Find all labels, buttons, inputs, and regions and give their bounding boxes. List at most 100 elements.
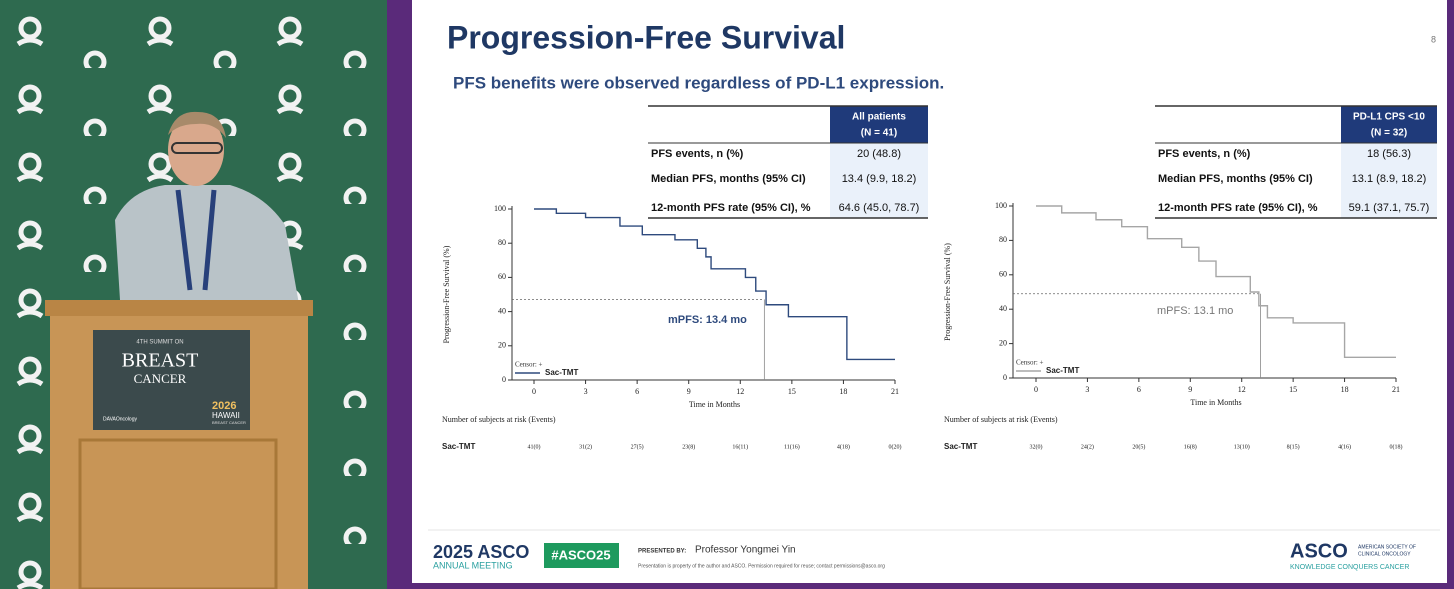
table-row-label: Median PFS, months (95% CI) bbox=[1158, 173, 1313, 185]
y-tick-label: 60 bbox=[498, 272, 506, 281]
x-tick-label: 3 bbox=[584, 387, 588, 396]
survival-curve bbox=[534, 208, 895, 361]
lanyard bbox=[175, 189, 217, 291]
y-axis-label: Progression-Free Survival (%) bbox=[442, 245, 451, 343]
x-tick-label: 12 bbox=[1238, 385, 1246, 394]
y-axis-label: Progression-Free Survival (%) bbox=[943, 243, 952, 341]
footer-hashtag: #ASCO25 bbox=[551, 547, 610, 562]
legend-entry: Sac-TMT bbox=[545, 368, 578, 377]
x-tick-label: 18 bbox=[839, 387, 847, 396]
footer-tagline: KNOWLEDGE CONQUERS CANCER bbox=[1290, 564, 1409, 571]
y-tick-label: 20 bbox=[999, 338, 1007, 347]
speaker-glasses bbox=[171, 142, 223, 154]
speaker-head bbox=[168, 114, 224, 186]
x-axis-label: Time in Months bbox=[689, 400, 740, 409]
x-tick-label: 0 bbox=[1034, 385, 1038, 394]
at-risk-title: Number of subjects at risk (Events) bbox=[442, 415, 556, 424]
at-risk-value: 8(15) bbox=[1287, 443, 1300, 450]
y-tick-label: 40 bbox=[498, 306, 506, 315]
sign-summit: 4TH SUMMIT ON bbox=[136, 340, 183, 346]
sign-year: 2026 bbox=[212, 400, 236, 412]
x-tick-label: 21 bbox=[1392, 385, 1400, 394]
footer-meeting: ANNUAL MEETING bbox=[433, 560, 513, 570]
generated: All patients (N = 41) PFS events, n (%) 20 … bbox=[442, 105, 1437, 451]
footer-society-1: AMERICAN SOCIETY OF bbox=[1358, 544, 1416, 550]
table-value: 13.1 (8.9, 18.2) bbox=[1352, 173, 1427, 185]
table-row-label: PFS events, n (%) bbox=[1158, 148, 1251, 160]
x-tick-label: 18 bbox=[1341, 385, 1349, 394]
y-tick-label: 80 bbox=[999, 235, 1007, 244]
legend-title: Censor: + bbox=[1016, 359, 1044, 367]
at-risk-title: Number of subjects at risk (Events) bbox=[944, 415, 1058, 424]
table-row-label: PFS events, n (%) bbox=[651, 148, 744, 160]
table-header: PD-L1 CPS <10 bbox=[1353, 112, 1425, 123]
sign-sponsor: DAVAOncology bbox=[103, 416, 137, 422]
slide-subtitle: PFS benefits were observed regardless of… bbox=[453, 73, 944, 92]
sign-place-sub: BREAST CANCER bbox=[212, 420, 246, 425]
x-tick-label: 15 bbox=[788, 387, 796, 396]
table-value-column bbox=[830, 143, 928, 218]
table-row-label: 12-month PFS rate (95% CI), % bbox=[1158, 202, 1318, 214]
slide bbox=[412, 0, 1447, 583]
y-tick-label: 40 bbox=[999, 304, 1007, 313]
footer-presented-by: PRESENTED BY: bbox=[638, 549, 686, 555]
hashtag-box bbox=[544, 543, 619, 568]
table-value: 18 (56.3) bbox=[1367, 148, 1411, 160]
at-risk-value: 20(5) bbox=[1132, 443, 1145, 450]
right-border bbox=[1447, 0, 1454, 589]
table-value: 59.1 (37.1, 75.7) bbox=[1349, 202, 1430, 214]
at-risk-value: 11(16) bbox=[784, 443, 800, 450]
at-risk-value: 24(2) bbox=[1081, 443, 1094, 450]
table-row-label: Median PFS, months (95% CI) bbox=[651, 173, 806, 185]
podium-sign bbox=[93, 330, 250, 430]
x-tick-label: 15 bbox=[1289, 385, 1297, 394]
at-risk-value: 32(0) bbox=[1030, 443, 1043, 450]
footer-society-2: CLINICAL ONCOLOGY bbox=[1358, 551, 1411, 557]
footer-presenter: Professor Yongmei Yin bbox=[695, 545, 796, 556]
x-tick-label: 0 bbox=[532, 387, 536, 396]
footer-disclaimer: Presentation is property of the author a… bbox=[638, 563, 885, 569]
table-row-label: 12-month PFS rate (95% CI), % bbox=[651, 202, 811, 214]
x-tick-label: 6 bbox=[635, 387, 639, 396]
at-risk-value: 13(10) bbox=[1234, 443, 1250, 450]
legend-entry: Sac-TMT bbox=[1046, 366, 1079, 375]
x-tick-label: 6 bbox=[1137, 385, 1141, 394]
at-risk-value: 0(18) bbox=[1390, 443, 1403, 450]
footer-asco-year: 2025 ASCO bbox=[433, 542, 529, 562]
podium-top bbox=[45, 300, 313, 316]
survival-curve bbox=[1036, 205, 1396, 359]
at-risk-value: 4(18) bbox=[837, 443, 850, 450]
x-tick-label: 12 bbox=[736, 387, 744, 396]
page-number: 8 bbox=[1431, 34, 1436, 44]
y-tick-label: 20 bbox=[498, 341, 506, 350]
speaker-hair bbox=[168, 111, 226, 138]
at-risk-value: 4(16) bbox=[1338, 443, 1351, 450]
table-header-cell bbox=[1341, 106, 1437, 143]
y-tick-label: 100 bbox=[995, 201, 1007, 210]
table-value: 64.6 (45.0, 78.7) bbox=[839, 202, 920, 214]
sign-cancer: CANCER bbox=[134, 371, 187, 386]
x-axis-label: Time in Months bbox=[1190, 398, 1241, 407]
footer-logo: ASCO bbox=[1290, 540, 1348, 562]
at-risk-value: 41(0) bbox=[528, 443, 541, 450]
table-header: (N = 41) bbox=[861, 128, 897, 139]
slide-title: Progression-Free Survival bbox=[447, 19, 845, 55]
x-tick-label: 21 bbox=[891, 387, 899, 396]
podium-panel bbox=[78, 438, 278, 589]
divider bbox=[387, 0, 412, 589]
y-tick-label: 60 bbox=[999, 270, 1007, 279]
at-risk-value: 23(8) bbox=[682, 443, 695, 450]
bottom-border bbox=[412, 583, 1454, 589]
at-risk-value: 16(11) bbox=[732, 443, 748, 450]
table-header-cell bbox=[830, 106, 928, 143]
y-tick-label: 80 bbox=[498, 238, 506, 247]
median-annotation: mPFS: 13.1 mo bbox=[1157, 305, 1233, 317]
y-tick-label: 0 bbox=[502, 375, 506, 384]
x-tick-label: 3 bbox=[1085, 385, 1089, 394]
y-tick-label: 100 bbox=[494, 204, 506, 213]
sign-place: HAWAII bbox=[212, 411, 240, 420]
at-risk-label: Sac-TMT bbox=[944, 442, 977, 451]
at-risk-label: Sac-TMT bbox=[442, 442, 475, 451]
x-tick-label: 9 bbox=[1188, 385, 1192, 394]
table-value-column bbox=[1341, 143, 1437, 218]
